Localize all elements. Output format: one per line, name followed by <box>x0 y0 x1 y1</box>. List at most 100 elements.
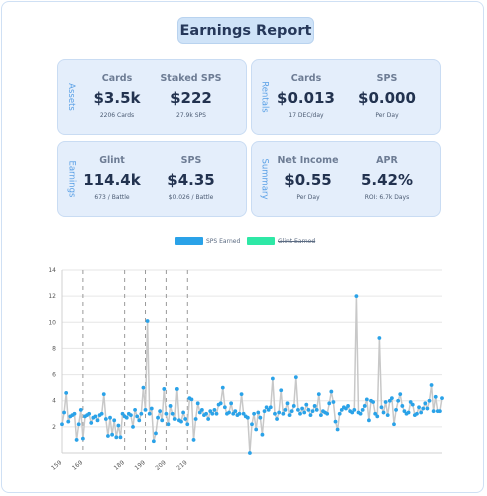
data-point <box>360 407 365 412</box>
data-point <box>287 413 292 417</box>
y-tick-label: 6 <box>52 372 56 379</box>
metric-label: SPS <box>376 73 398 84</box>
data-point <box>231 411 236 416</box>
data-point <box>116 423 121 428</box>
data-point <box>381 410 386 415</box>
metric-label: Glint <box>99 155 125 166</box>
data-point <box>151 439 156 444</box>
data-point <box>293 375 298 380</box>
data-point <box>425 406 430 411</box>
data-point <box>264 405 269 410</box>
data-point <box>179 419 183 424</box>
data-point <box>204 411 208 416</box>
data-point <box>335 427 340 432</box>
data-point <box>285 401 290 406</box>
data-point <box>95 418 100 423</box>
data-point <box>248 451 252 455</box>
x-tick-label: 169 <box>71 459 84 472</box>
data-point <box>325 411 330 416</box>
data-point <box>158 409 163 414</box>
data-point <box>283 407 288 412</box>
data-point <box>310 409 315 414</box>
metric-value: 114.4k <box>83 171 141 189</box>
y-tick-label: 10 <box>48 319 56 326</box>
data-point <box>394 407 398 412</box>
data-point <box>312 404 317 408</box>
metric-sub: Per Day <box>296 194 320 201</box>
data-point <box>396 398 401 403</box>
data-point <box>101 392 106 397</box>
data-point <box>339 407 344 412</box>
metric-sub: 27.9k SPS <box>176 112 206 119</box>
data-point <box>415 411 419 416</box>
data-point <box>266 407 271 412</box>
data-point <box>174 387 179 391</box>
metric-sub: $0.026 / Battle <box>168 194 214 201</box>
data-point <box>131 424 135 429</box>
data-point <box>270 376 275 381</box>
metric-label: Staked SPS <box>160 73 222 84</box>
data-point <box>408 400 413 404</box>
data-point <box>80 436 85 441</box>
data-point <box>300 406 305 411</box>
data-point <box>141 385 146 390</box>
data-point <box>431 409 436 414</box>
metric-staked-sps: Staked SPS $222 27.9k SPS <box>151 60 231 134</box>
data-point <box>74 438 79 442</box>
data-point <box>440 396 444 400</box>
metric-value: $0.000 <box>358 89 416 107</box>
data-point <box>229 401 234 406</box>
data-point <box>160 418 165 423</box>
data-point <box>373 411 378 416</box>
page-title: Earnings Report <box>177 17 314 44</box>
metric-label: Cards <box>101 73 133 84</box>
data-point <box>258 415 263 420</box>
data-point <box>308 413 313 417</box>
card-label-assets: Assets <box>66 83 77 111</box>
data-point <box>212 407 217 412</box>
earnings-line-chart: 2 4 6 8 10 12 14 159 169 189 199 209 219 <box>48 267 444 472</box>
x-tick-label: 219 <box>175 459 188 472</box>
metric-label: APR <box>376 155 398 166</box>
data-point <box>143 407 148 412</box>
data-point <box>145 319 150 323</box>
data-point <box>124 415 129 420</box>
data-point <box>427 398 432 403</box>
y-tick-label: 14 <box>48 267 56 274</box>
metric-sub: 17 DEC/day <box>288 112 324 119</box>
data-point <box>166 422 171 427</box>
legend-label: Glint Earned <box>278 237 316 245</box>
data-point <box>76 422 81 427</box>
data-point <box>118 435 123 440</box>
data-point <box>262 409 267 414</box>
data-point <box>344 406 348 411</box>
data-point <box>147 411 152 416</box>
data-point <box>291 404 296 408</box>
data-point <box>377 336 382 340</box>
data-point <box>199 407 204 412</box>
x-tick-label: 189 <box>113 459 126 472</box>
data-point <box>410 402 415 407</box>
metric-value: $4.35 <box>167 171 215 189</box>
data-point <box>189 397 194 402</box>
data-point <box>110 432 115 437</box>
data-point <box>164 411 169 416</box>
data-point <box>66 419 71 424</box>
data-point <box>137 418 142 423</box>
metric-sub: 673 / Battle <box>94 194 130 201</box>
legend-item-glint-earned[interactable]: Glint Earned <box>247 236 315 246</box>
x-tick-label: 159 <box>50 459 63 472</box>
metric-cards-value: Cards $3.5k 2206 Cards <box>77 60 157 134</box>
metric-sub: ROI: 6.7k Days <box>364 194 410 201</box>
data-point <box>275 417 279 421</box>
data-point <box>227 410 231 415</box>
data-point <box>438 409 442 414</box>
data-point <box>135 414 140 419</box>
metric-value: 5.42% <box>360 171 414 189</box>
data-point <box>241 411 246 416</box>
data-point <box>256 410 261 415</box>
data-point <box>156 415 160 420</box>
data-point <box>218 401 223 406</box>
legend-item-sps-earned[interactable]: SPS Earned <box>175 236 240 246</box>
data-point <box>379 405 384 410</box>
